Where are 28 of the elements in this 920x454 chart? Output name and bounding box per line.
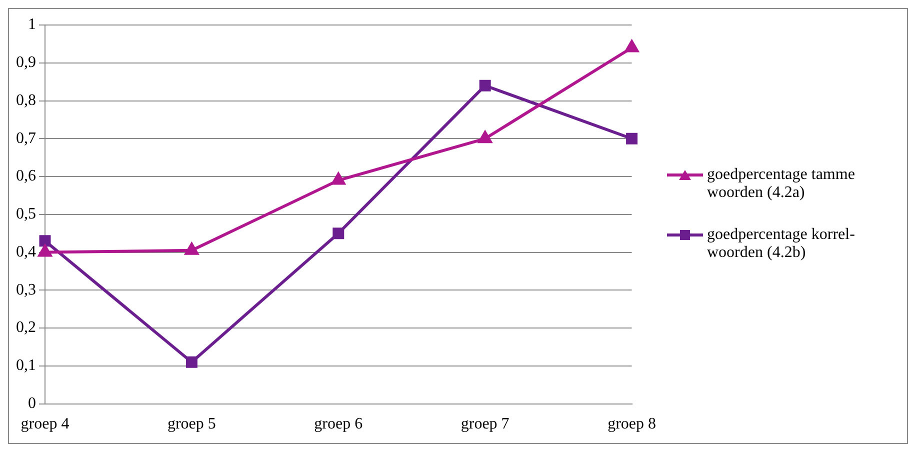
x-tick-label: groep 4 [20, 416, 70, 433]
x-tick-label: groep 5 [167, 416, 216, 433]
x-tick-label: groep 8 [608, 416, 656, 433]
y-tick-label: 0,1 [16, 357, 36, 374]
point [478, 131, 492, 144]
legend-label: goedpercentage korrel-woorden (4.2b) [707, 226, 856, 262]
point [626, 132, 638, 144]
y-tick-label: 0,9 [16, 54, 36, 72]
point [185, 242, 198, 255]
point [38, 244, 52, 257]
y-tick-label: 1 [28, 16, 36, 34]
x-tick-label: groep 6 [314, 416, 363, 433]
x-tick-label: groep 7 [460, 416, 510, 433]
point [479, 80, 491, 92]
y-tick-label: 0,6 [16, 168, 36, 185]
point [186, 356, 198, 368]
point [332, 228, 344, 240]
y-tick-label: 0 [28, 395, 36, 412]
point [39, 235, 51, 247]
point [332, 172, 346, 185]
y-tick-label: 0,7 [16, 130, 36, 147]
point [625, 40, 638, 52]
legend-label: goedpercentage tamme woorden (4.2a) [707, 166, 856, 202]
y-tick-label: 0,2 [16, 319, 36, 336]
y-tick-label: 0,3 [16, 281, 36, 298]
y-tick-label: 0,5 [16, 206, 36, 223]
y-tick-label: 0,4 [16, 243, 36, 260]
y-tick-label: 0,8 [16, 92, 36, 109]
